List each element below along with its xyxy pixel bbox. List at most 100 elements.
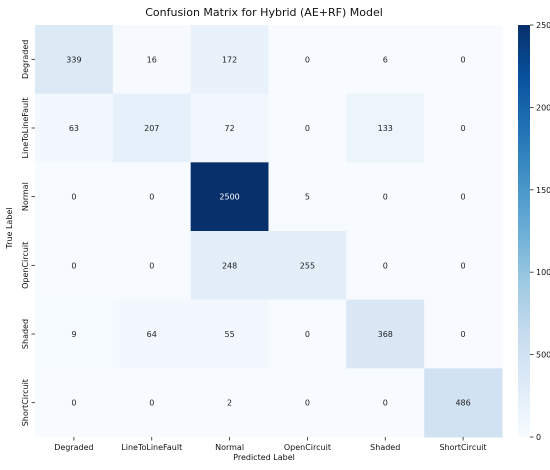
heatmap-cell bbox=[268, 231, 347, 301]
heatmap-cell bbox=[112, 93, 192, 163]
x-tick-label: Normal bbox=[215, 443, 244, 452]
cell-value-label: 255 bbox=[300, 261, 315, 270]
cell-value-label: 248 bbox=[222, 261, 237, 270]
cell-value-label: 0 bbox=[461, 261, 466, 270]
cell-value-label: 6 bbox=[383, 55, 388, 64]
y-tick-label: Normal bbox=[21, 182, 30, 211]
heatmap-cell bbox=[424, 162, 503, 232]
y-tick-label: Degraded bbox=[21, 40, 30, 79]
cell-value-label: 55 bbox=[224, 330, 234, 339]
cell-value-label: 0 bbox=[71, 193, 76, 202]
heatmap-cell bbox=[424, 231, 503, 301]
x-axis-label: Predicted Label bbox=[233, 453, 295, 462]
x-tick-label: ShortCircuit bbox=[439, 443, 486, 452]
cell-value-label: 0 bbox=[305, 399, 310, 408]
cell-value-label: 0 bbox=[149, 399, 154, 408]
heatmap-cell bbox=[268, 299, 347, 369]
heatmap-cell bbox=[190, 25, 269, 95]
heatmap-cell bbox=[35, 299, 114, 369]
cell-value-label: 368 bbox=[378, 330, 393, 339]
heatmap-cell-labels: 339 16 172 0 6 063 207 72 0 133 00 0 2500 5 0 00 0 248 255… bbox=[66, 55, 470, 407]
cell-value-label: 0 bbox=[461, 55, 466, 64]
heatmap-cell bbox=[346, 368, 425, 438]
heatmap-cell bbox=[268, 368, 347, 438]
colorbar-tick-label: 1000 bbox=[536, 268, 550, 277]
cell-value-label: 339 bbox=[66, 55, 81, 64]
cell-value-label: 2 bbox=[227, 399, 232, 408]
heatmap-cell bbox=[268, 25, 347, 95]
heatmap-cell bbox=[346, 231, 425, 301]
cell-value-label: 0 bbox=[305, 330, 310, 339]
heatmap-cell bbox=[112, 162, 192, 232]
cell-value-label: 172 bbox=[222, 55, 237, 64]
cell-value-label: 0 bbox=[149, 193, 154, 202]
cell-value-label: 9 bbox=[71, 330, 76, 339]
x-tick-label: LineToLineFault bbox=[121, 443, 182, 452]
cell-value-label: 0 bbox=[71, 261, 76, 270]
heatmap-cell bbox=[346, 299, 425, 369]
cell-value-label: 0 bbox=[383, 193, 388, 202]
colorbar-tick-label: 2000 bbox=[536, 103, 550, 112]
heatmap-cell bbox=[346, 162, 425, 232]
cell-value-label: 72 bbox=[224, 124, 234, 133]
cell-value-label: 486 bbox=[455, 399, 470, 408]
colorbar: 0 500 1000 1500 2000 2500 bbox=[518, 21, 550, 442]
cell-value-label: 16 bbox=[147, 55, 157, 64]
heatmap-cell bbox=[35, 368, 114, 438]
heatmap-cell bbox=[112, 368, 192, 438]
colorbar-tick-label: 1500 bbox=[536, 186, 550, 195]
heatmap-cell bbox=[112, 231, 192, 301]
y-axis-label: True Label bbox=[5, 207, 14, 249]
cell-value-label: 0 bbox=[461, 193, 466, 202]
heatmap-cell bbox=[35, 93, 114, 163]
cell-value-label: 63 bbox=[69, 124, 79, 133]
x-tick-label: OpenCircuit bbox=[284, 443, 331, 452]
cell-value-label: 133 bbox=[378, 124, 393, 133]
cell-value-label: 0 bbox=[71, 399, 76, 408]
cell-value-label: 0 bbox=[461, 330, 466, 339]
cell-value-label: 5 bbox=[305, 193, 310, 202]
heatmap-cell bbox=[268, 162, 347, 232]
heatmap-cell bbox=[112, 25, 192, 95]
y-tick-label: Shaded bbox=[21, 319, 30, 349]
heatmap-cell bbox=[424, 25, 503, 95]
cell-value-label: 0 bbox=[383, 261, 388, 270]
heatmap-cell bbox=[190, 299, 269, 369]
heatmap-cell bbox=[190, 162, 269, 232]
heatmap-cell bbox=[424, 93, 503, 163]
y-tick-label: LineToLineFault bbox=[21, 98, 30, 159]
x-tick-label: Degraded bbox=[54, 443, 93, 452]
cell-value-label: 2500 bbox=[219, 193, 239, 202]
cell-value-label: 0 bbox=[383, 399, 388, 408]
heatmap-cell bbox=[424, 299, 503, 369]
heatmap-cell bbox=[346, 93, 425, 163]
y-axis-ticks: Degraded LineToLineFault Normal OpenCircuit… bbox=[21, 40, 35, 426]
heatmap-cell bbox=[346, 25, 425, 95]
cell-value-label: 0 bbox=[305, 55, 310, 64]
cell-value-label: 64 bbox=[147, 330, 157, 339]
heatmap-cell bbox=[190, 231, 269, 301]
heatmap-cell bbox=[35, 162, 114, 232]
colorbar-gradient bbox=[518, 25, 530, 437]
colorbar-tick-label: 0 bbox=[536, 433, 541, 442]
y-tick-label: OpenCircuit bbox=[21, 242, 30, 289]
cell-value-label: 207 bbox=[144, 124, 159, 133]
y-tick-label: ShortCircuit bbox=[21, 379, 30, 426]
heatmap-cell bbox=[424, 368, 503, 438]
heatmap-cell bbox=[35, 25, 114, 95]
colorbar-tick-label: 500 bbox=[536, 351, 550, 360]
heatmap-cell bbox=[190, 93, 269, 163]
x-axis-ticks: Degraded LineToLineFault Normal OpenCircuit… bbox=[54, 437, 487, 452]
cell-value-label: 0 bbox=[305, 124, 310, 133]
cell-value-label: 0 bbox=[149, 261, 154, 270]
heatmap-cell bbox=[35, 231, 114, 301]
colorbar-tick-label: 2500 bbox=[536, 21, 550, 30]
x-tick-label: Shaded bbox=[370, 443, 400, 452]
heatmap-cell bbox=[268, 93, 347, 163]
heatmap-cell bbox=[190, 368, 269, 438]
cell-value-label: 0 bbox=[461, 124, 466, 133]
heatmap-cells bbox=[35, 25, 503, 438]
chart-title: Confusion Matrix for Hybrid (AE+RF) Mode… bbox=[145, 6, 383, 19]
